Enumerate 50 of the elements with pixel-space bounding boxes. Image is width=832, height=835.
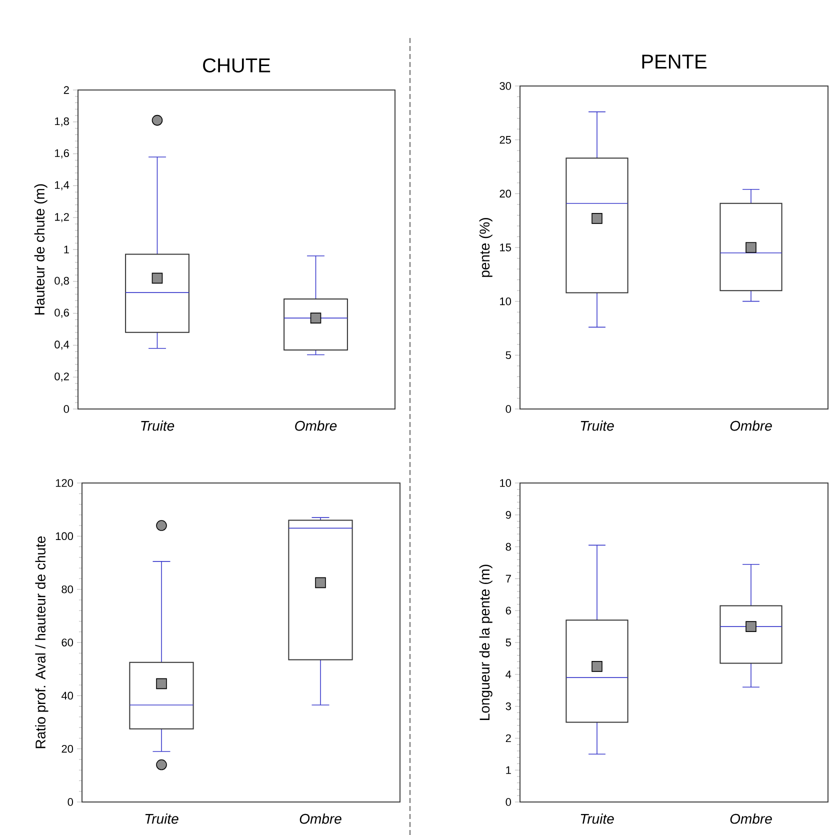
y-tick-label: 15 (500, 244, 511, 252)
y-tick-label: 40 (61, 692, 74, 700)
x-tick-label: Truite (141, 420, 174, 431)
y-tick-label: 9 (506, 511, 511, 519)
y-tick-label: 0,8 (54, 276, 69, 286)
y-tick-label: 10 (500, 479, 512, 487)
y-tick-label: 2 (64, 86, 69, 94)
y-tick-label: 1,8 (55, 117, 69, 126)
y-tick-label: 1,2 (55, 213, 69, 222)
y-tick-label: 7 (506, 574, 511, 582)
x-tick-label: Ombre (730, 420, 772, 431)
x-tick-label: Truite (580, 814, 614, 824)
y-tick-label: 120 (56, 479, 74, 487)
y-tick-label: 0,6 (54, 308, 69, 318)
y-tick-label: 6 (506, 606, 511, 614)
y-tick-label: 30 (500, 82, 512, 90)
y-tick-label: 4 (506, 670, 512, 678)
x-tick-label: Ombre (730, 814, 772, 824)
y-tick-label: 5 (506, 351, 511, 360)
y-tick-label: 0 (506, 798, 512, 806)
chart-title: CHUTE (203, 58, 270, 72)
x-tick-label: Truite (580, 420, 614, 431)
y-tick-label: 2 (506, 734, 511, 742)
y-tick-label: 60 (62, 638, 74, 646)
x-tick-label: Ombre (300, 814, 342, 824)
y-tick-label: 3 (506, 702, 511, 710)
y-axis-title: Ratio prof. Aval / hauteur de chute (35, 536, 48, 748)
y-tick-label: 0,2 (54, 372, 69, 382)
y-tick-label: 5 (506, 638, 511, 646)
y-tick-label: 0,4 (54, 340, 70, 350)
y-tick-label: 1,4 (55, 181, 70, 190)
x-tick-label: Truite (145, 814, 178, 824)
y-tick-label: 1,6 (55, 149, 69, 158)
y-tick-label: 0 (68, 798, 74, 806)
y-tick-label: 0 (506, 405, 512, 413)
y-tick-label: 80 (62, 585, 74, 594)
y-tick-label: 1 (506, 766, 511, 774)
y-axis-title: Longueur de la pente (m) (479, 564, 492, 720)
y-tick-label: 20 (500, 190, 512, 198)
y-axis-title: pente (%) (479, 218, 492, 277)
y-tick-label: 1 (64, 246, 69, 254)
y-tick-label: 10 (500, 297, 512, 306)
y-tick-label: 25 (500, 136, 511, 144)
x-tick-label: Ombre (295, 420, 337, 431)
y-tick-label: 0 (64, 405, 70, 413)
y-tick-label: 8 (506, 542, 511, 551)
y-tick-label: 20 (62, 744, 74, 753)
y-tick-label: 100 (56, 532, 74, 540)
y-axis-title: Hauteur de chute (m) (34, 184, 48, 314)
chart-title: PENTE (642, 54, 706, 68)
